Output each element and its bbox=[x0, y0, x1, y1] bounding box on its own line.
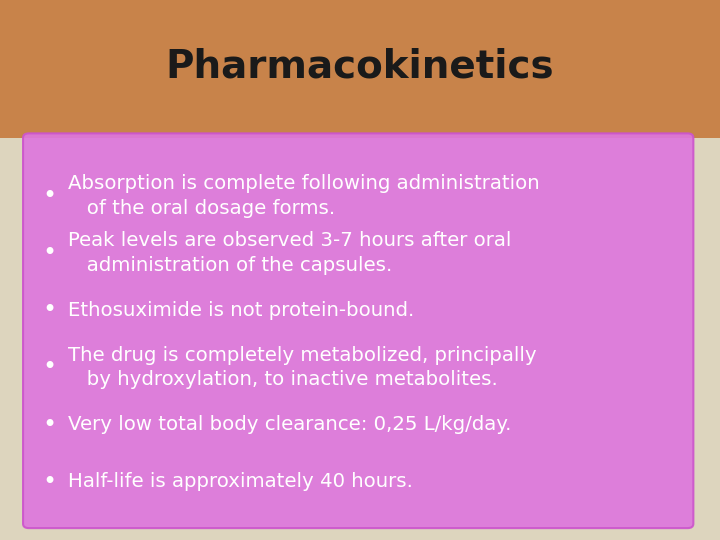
Text: •: • bbox=[42, 413, 56, 436]
FancyBboxPatch shape bbox=[23, 133, 693, 528]
Text: •: • bbox=[42, 184, 56, 208]
Text: •: • bbox=[42, 470, 56, 494]
Text: Very low total body clearance: 0,25 L/kg/day.: Very low total body clearance: 0,25 L/kg… bbox=[68, 415, 512, 434]
Bar bbox=[0, 0, 720, 138]
Text: •: • bbox=[42, 355, 56, 380]
Text: Ethosuximide is not protein-bound.: Ethosuximide is not protein-bound. bbox=[68, 301, 415, 320]
Text: Absorption is complete following administration
   of the oral dosage forms.: Absorption is complete following adminis… bbox=[68, 174, 540, 218]
Text: Peak levels are observed 3-7 hours after oral
   administration of the capsules.: Peak levels are observed 3-7 hours after… bbox=[68, 232, 512, 275]
Text: Pharmacokinetics: Pharmacokinetics bbox=[166, 47, 554, 85]
Text: •: • bbox=[42, 298, 56, 322]
Text: •: • bbox=[42, 241, 56, 265]
Text: Half-life is approximately 40 hours.: Half-life is approximately 40 hours. bbox=[68, 472, 413, 491]
Text: The drug is completely metabolized, principally
   by hydroxylation, to inactive: The drug is completely metabolized, prin… bbox=[68, 346, 537, 389]
